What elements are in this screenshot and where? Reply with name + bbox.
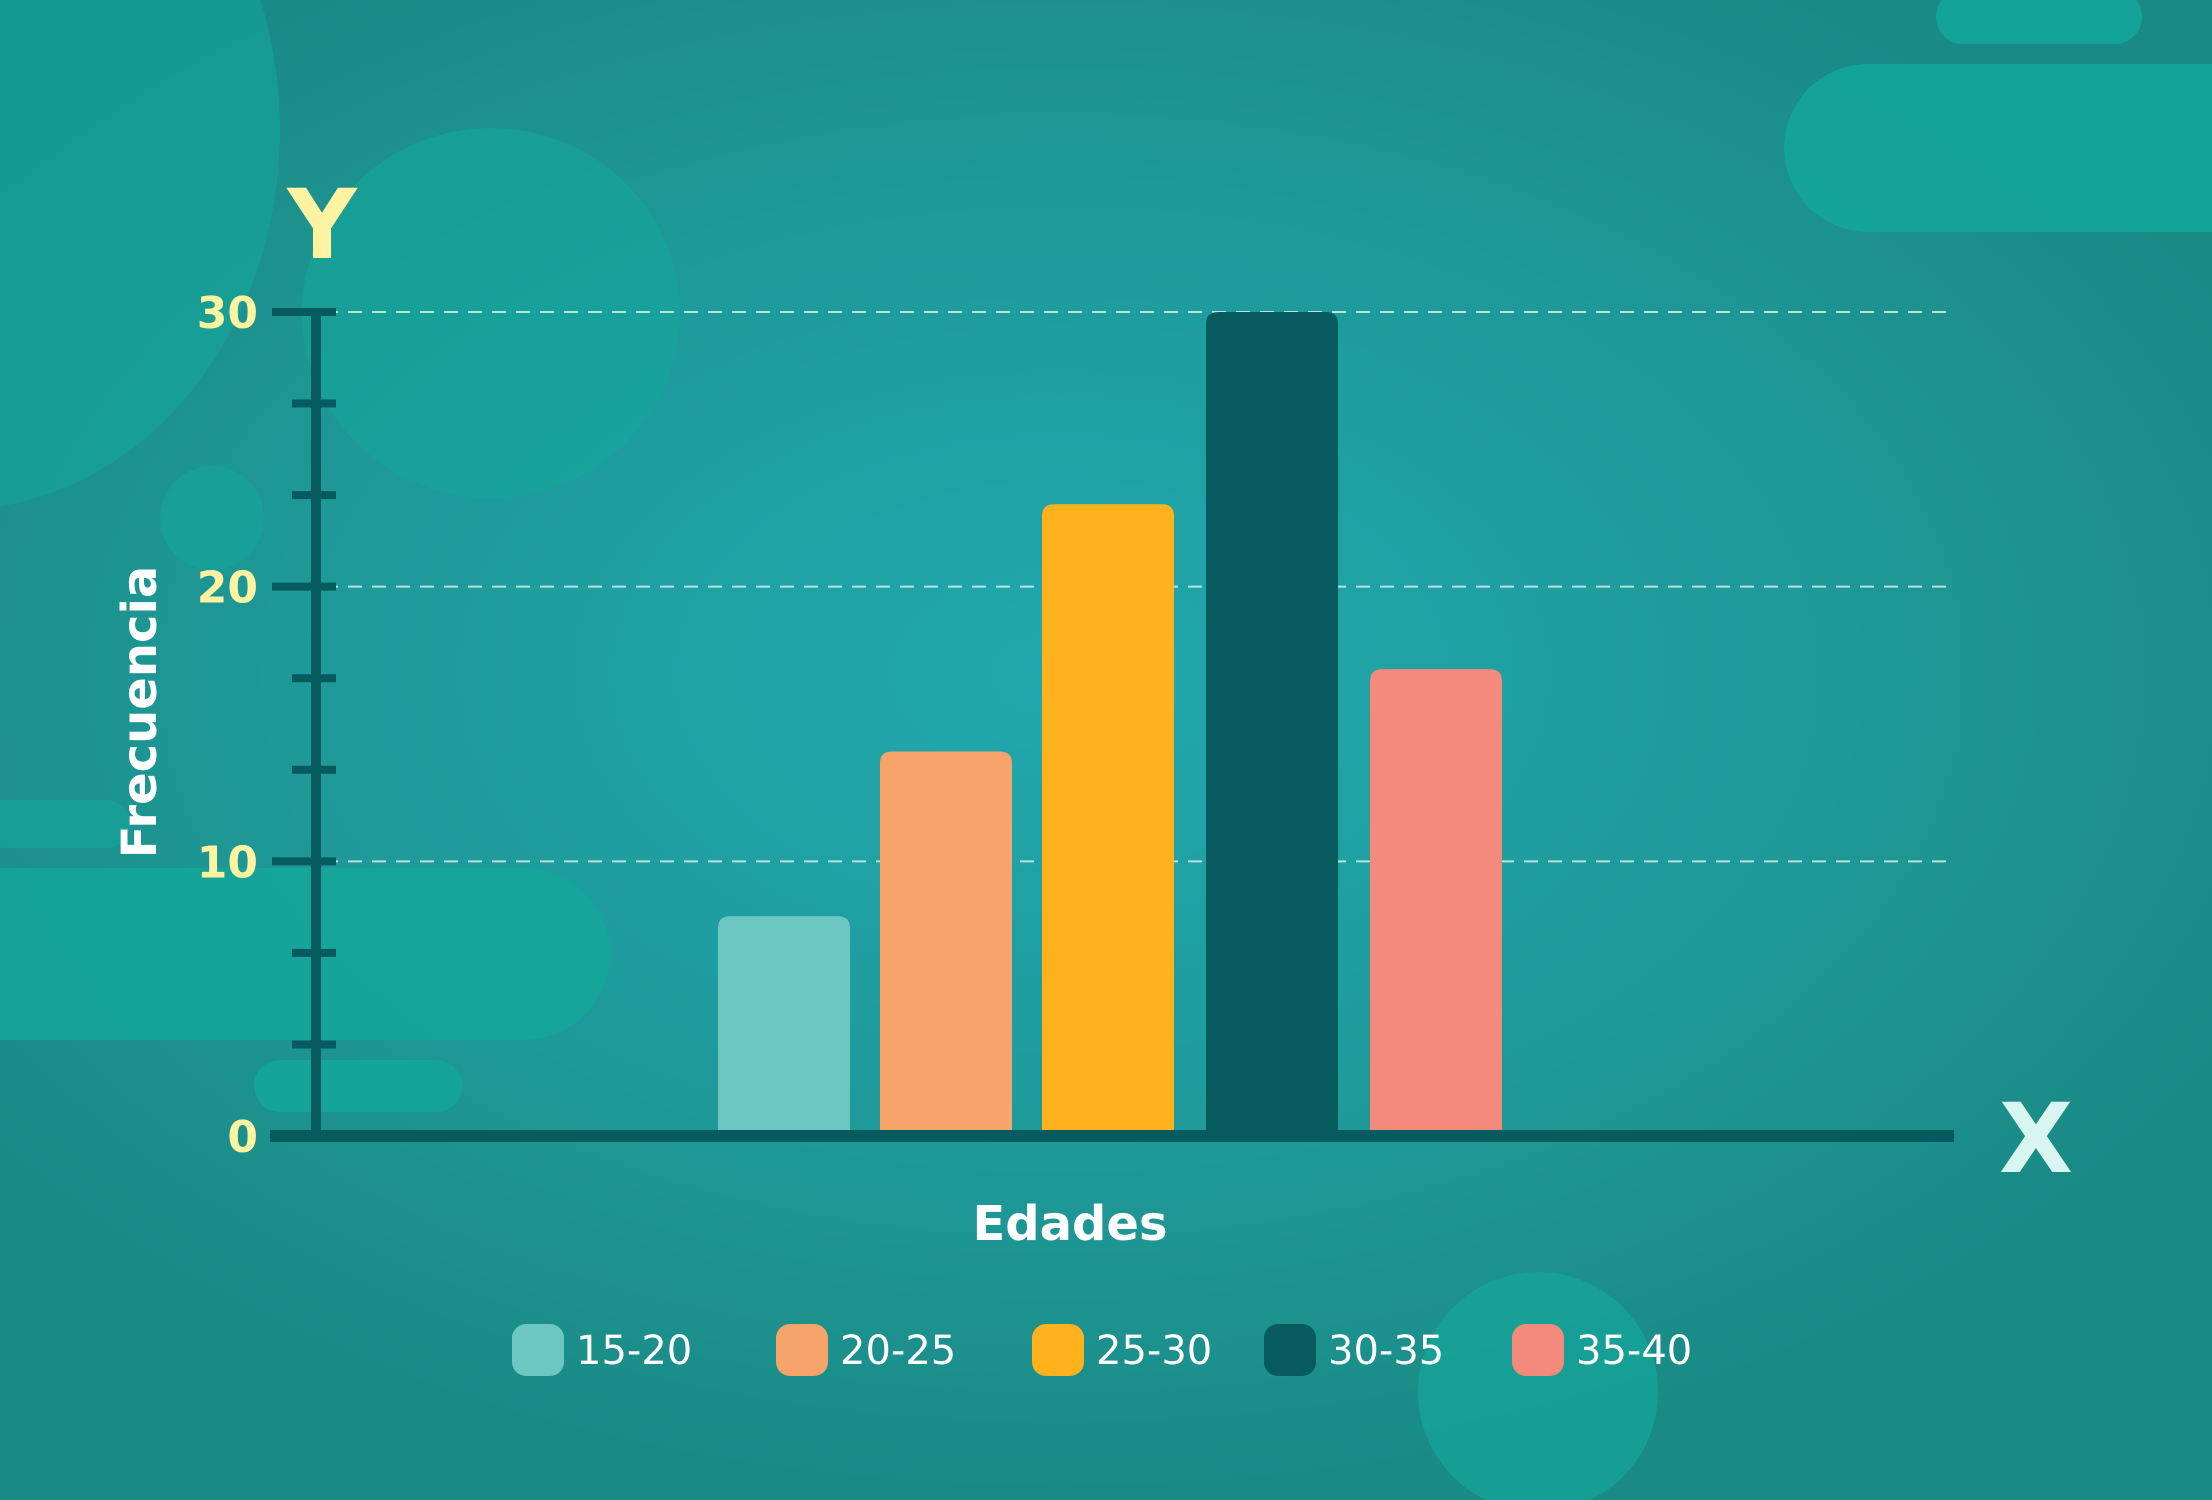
y-axis-title: Frecuencia — [112, 566, 168, 859]
bar-25-30 — [1042, 504, 1174, 1138]
x-axis-title: Edades — [972, 1196, 1167, 1252]
y-tick-label: 20 — [197, 563, 258, 614]
bar-35-40 — [1370, 669, 1502, 1138]
legend-swatch — [512, 1324, 564, 1376]
y-axis-letter: Y — [286, 169, 358, 281]
bar-30-35 — [1206, 312, 1338, 1138]
y-tick-label: 0 — [227, 1112, 258, 1163]
legend-label: 20-25 — [840, 1328, 956, 1374]
decor-pill-left-thin — [0, 800, 130, 848]
legend-swatch — [776, 1324, 828, 1376]
bar-20-25 — [880, 751, 1012, 1138]
decor-pie-bottom — [1418, 1272, 1658, 1500]
x-axis-letter: X — [1999, 1083, 2073, 1195]
legend-swatch — [1032, 1324, 1084, 1376]
decor-pill-top-small — [1936, 0, 2142, 44]
legend-swatch — [1264, 1324, 1316, 1376]
bar-15-20 — [718, 916, 850, 1138]
y-tick-label: 30 — [197, 288, 258, 339]
legend-swatch — [1512, 1324, 1564, 1376]
legend: 15-20 20-25 25-30 30-35 35-40 — [512, 1324, 1692, 1376]
y-tick-label: 10 — [197, 837, 258, 888]
decor-small-circle — [160, 466, 264, 570]
decor-pill-top-right — [1784, 64, 2212, 232]
legend-label: 15-20 — [576, 1328, 692, 1374]
legend-label: 25-30 — [1096, 1328, 1212, 1374]
legend-label: 35-40 — [1576, 1328, 1692, 1374]
decor-pill-left-small — [254, 1060, 462, 1112]
legend-label: 30-35 — [1328, 1328, 1444, 1374]
